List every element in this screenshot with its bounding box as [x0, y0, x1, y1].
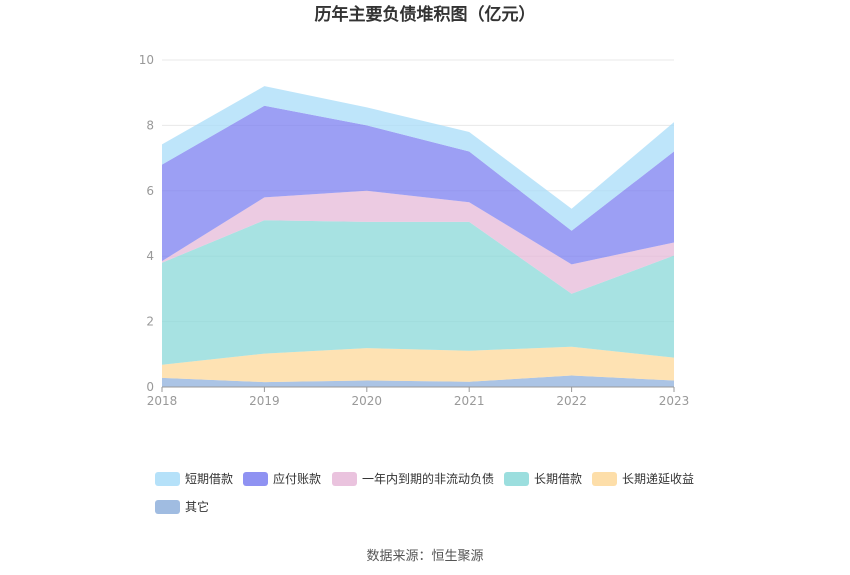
y-tick-label: 2 [146, 315, 154, 329]
area-series [162, 86, 674, 231]
axis-layer: 0 2 4 6 8 10 2018 2019 2020 2021 2022 2023 [139, 53, 690, 408]
legend-swatch [504, 471, 529, 486]
x-tick-label: 2021 [454, 394, 485, 408]
y-tick-label: 4 [146, 249, 154, 263]
legend-item[interactable]: 一年内到期的非流动负债 [332, 470, 494, 487]
legend-swatch [243, 471, 268, 486]
legend-label: 长期借款 [534, 472, 583, 486]
legend-swatch [332, 471, 357, 486]
legend-label: 应付账款 [273, 472, 322, 486]
legend-label: 一年内到期的非流动负债 [362, 472, 495, 486]
y-tick-label: 10 [139, 53, 154, 67]
legend-item[interactable]: 短期借款 [155, 470, 233, 487]
x-tick-label: 2023 [659, 394, 690, 408]
legend-swatch [155, 499, 180, 514]
y-tick-label: 0 [146, 380, 154, 394]
legend-item[interactable]: 长期递延收益 [592, 470, 694, 487]
legend-item[interactable]: 长期借款 [504, 470, 582, 487]
y-tick-label: 8 [146, 118, 154, 132]
x-tick-label: 2022 [556, 394, 587, 408]
x-tick-label: 2020 [352, 394, 383, 408]
chart-title: 历年主要负债堆积图（亿元） [315, 4, 536, 25]
area-series [162, 105, 674, 265]
legend-label: 长期递延收益 [622, 472, 695, 486]
legend-item[interactable]: 其它 [155, 498, 209, 515]
area-series [162, 375, 674, 387]
area-layer [162, 86, 674, 387]
legend-swatch [155, 471, 180, 486]
legend-swatch [592, 471, 617, 486]
data-source: 数据来源：恒生聚源 [366, 549, 484, 564]
x-tick-label: 2019 [249, 394, 280, 408]
legend-item[interactable]: 应付账款 [243, 470, 321, 487]
area-series [162, 346, 674, 383]
area-series [162, 220, 674, 365]
x-tick-label: 2018 [147, 394, 178, 408]
legend-label: 其它 [185, 500, 210, 514]
legend-label: 短期借款 [185, 472, 234, 486]
area-series [162, 190, 674, 294]
y-tick-label: 6 [146, 184, 154, 198]
